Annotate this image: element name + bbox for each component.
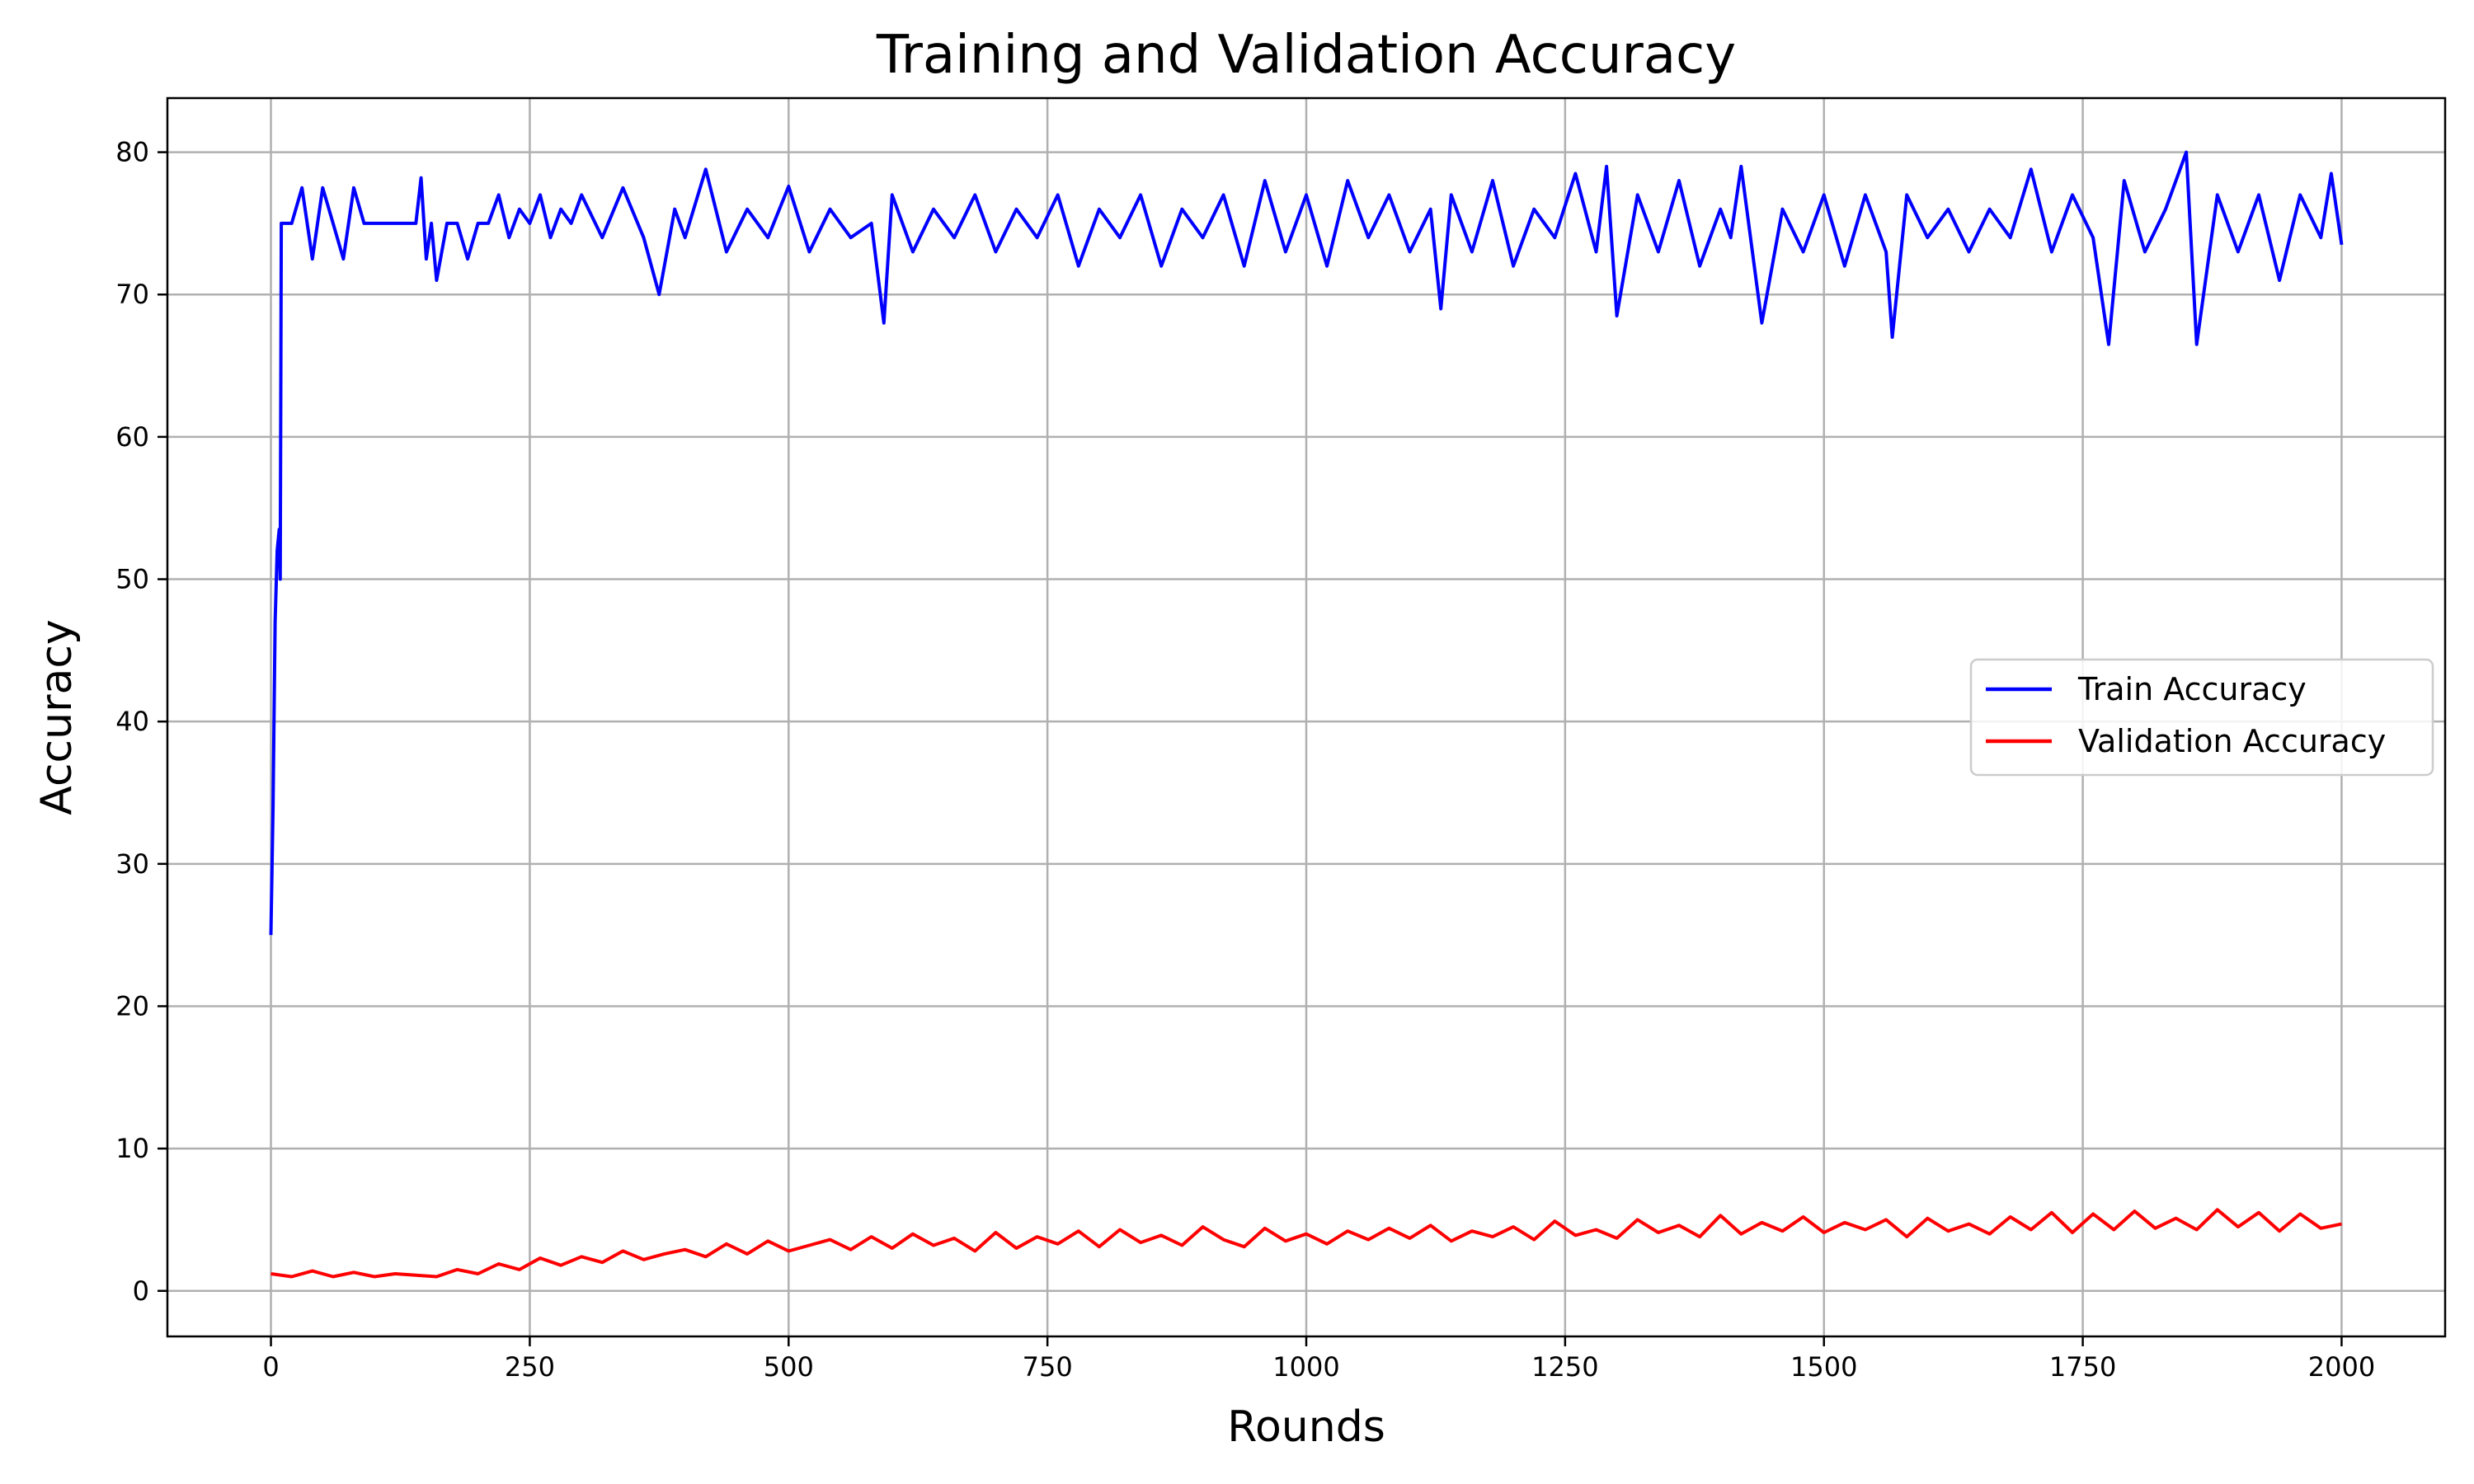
y-tick-label: 70 — [115, 279, 149, 310]
y-tick-label: 40 — [115, 706, 149, 737]
y-tick-label: 60 — [115, 421, 149, 453]
y-axis-title: Accuracy — [32, 619, 82, 815]
x-tick-label: 1500 — [1790, 1351, 1857, 1383]
series-line-train-accuracy — [269, 150, 2344, 936]
series-layer — [269, 150, 2344, 1279]
y-tick-label: 30 — [115, 848, 149, 880]
x-tick-label: 1250 — [1531, 1351, 1598, 1383]
y-tick-label: 50 — [115, 564, 149, 595]
chart-title: Training and Validation Accuracy — [876, 25, 1736, 86]
legend-label: Validation Accuracy — [2078, 723, 2386, 759]
y-tick-label: 80 — [115, 137, 149, 168]
x-axis-title: Rounds — [1227, 1402, 1385, 1452]
x-tick-label: 1750 — [2049, 1351, 2116, 1383]
y-tick-label: 20 — [115, 990, 149, 1021]
x-tick-label: 500 — [764, 1351, 814, 1383]
x-tick-label: 0 — [262, 1351, 279, 1383]
legend-label: Train Accuracy — [2077, 671, 2307, 707]
y-tick-label: 10 — [115, 1133, 149, 1164]
x-tick-label: 750 — [1023, 1351, 1073, 1383]
tick-layer: 0 250 500 750 1000 1250 1500 1750 2000 0 10 20 30 40 5… — [115, 137, 2375, 1383]
legend: Train Accuracy Validation Accuracy — [1969, 658, 2434, 777]
x-tick-label: 1000 — [1272, 1351, 1339, 1383]
legend-box — [1969, 658, 2434, 777]
y-tick-label: 0 — [133, 1275, 149, 1307]
x-tick-label: 2000 — [2308, 1351, 2375, 1383]
series-line-validation-accuracy — [270, 1208, 2342, 1279]
x-tick-label: 250 — [505, 1351, 555, 1383]
